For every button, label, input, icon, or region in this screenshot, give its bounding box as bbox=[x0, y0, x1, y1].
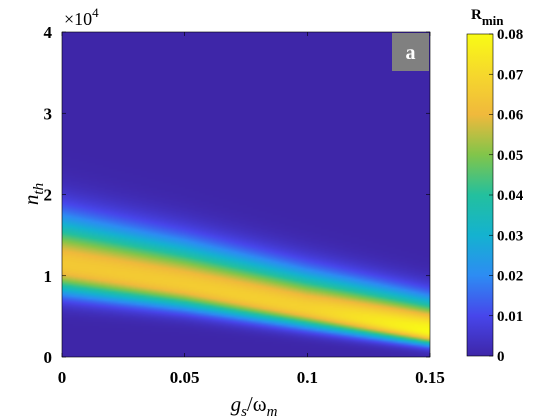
colorbar-label: Rmin bbox=[471, 7, 504, 28]
y-axis-label: nth bbox=[19, 183, 47, 205]
colorbar-tick-label: 0.03 bbox=[497, 228, 523, 244]
y-axis: 0 1 2 3 4 bbox=[44, 23, 430, 367]
heatmap-plot bbox=[61, 31, 431, 358]
colorbar-tick-label: 0.01 bbox=[497, 309, 523, 325]
colorbar-tick-label: 0.02 bbox=[497, 269, 523, 285]
x-tick-label: 0 bbox=[58, 368, 67, 387]
x-tick-label: 0.15 bbox=[415, 368, 445, 387]
y-tick-label: 0 bbox=[44, 348, 53, 367]
x-axis-label: gs/ωm bbox=[231, 392, 278, 420]
colorbar-tick-label: 0.05 bbox=[497, 148, 523, 164]
heatmap-image bbox=[62, 32, 430, 357]
panel-label: a bbox=[406, 42, 416, 64]
colorbar-tick-label: 0.06 bbox=[497, 108, 524, 124]
panel-label-box: a bbox=[392, 33, 429, 71]
colorbar-tick-label: 0 bbox=[497, 349, 505, 365]
y-tick-label: 1 bbox=[44, 267, 53, 286]
x-tick-label: 0.1 bbox=[297, 368, 318, 387]
colorbar-tick-label: 0.04 bbox=[497, 188, 524, 204]
y-tick-label: 4 bbox=[44, 23, 53, 42]
y-tick-label: 3 bbox=[44, 104, 53, 123]
colorbar-ticks: 0 0.01 0.02 0.03 0.04 0.05 0.06 0.07 0.08 bbox=[489, 27, 524, 365]
colorbar: Rmin 0 0.01 0.02 0.03 0.04 0.05 0.06 0.07 0.08 bbox=[466, 7, 524, 365]
colorbar-tick-label: 0.08 bbox=[497, 27, 523, 43]
y-multiplier: ×104 bbox=[64, 5, 99, 29]
colorbar-gradient bbox=[466, 33, 494, 357]
x-axis: 0 0.05 0.1 0.15 bbox=[58, 32, 445, 387]
colorbar-tick-label: 0.07 bbox=[497, 67, 524, 83]
y-tick-label: 2 bbox=[44, 186, 53, 205]
x-tick-label: 0.05 bbox=[170, 368, 200, 387]
